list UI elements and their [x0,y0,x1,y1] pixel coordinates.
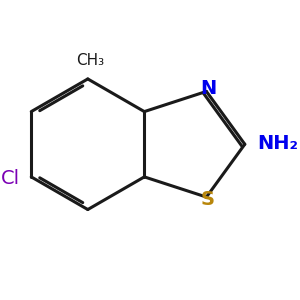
Text: S: S [200,190,214,209]
Text: Cl: Cl [2,169,20,188]
Text: NH₂: NH₂ [257,134,298,153]
Text: CH₃: CH₃ [76,53,104,68]
Text: N: N [201,79,217,98]
